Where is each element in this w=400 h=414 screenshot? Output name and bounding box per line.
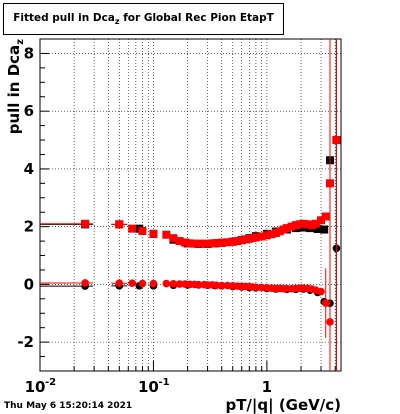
footer-timestamp: Thu May 6 15:20:14 2021 (4, 401, 133, 411)
data-point-circle (194, 280, 203, 289)
data-point-square (321, 212, 330, 221)
data-point-square (326, 179, 335, 188)
data-point-circle (175, 280, 184, 288)
data-point-square (175, 237, 184, 246)
x-axis-title: pT/|q| (GeV/c) (225, 396, 341, 414)
data-point-square (181, 238, 190, 247)
axis-ticks (39, 38, 336, 372)
y-tick-label: 4 (24, 160, 34, 178)
data-point-circle (162, 279, 171, 288)
x-tick-label: 1 (262, 378, 272, 396)
axis-frame (39, 38, 342, 372)
data-point-square (194, 239, 203, 248)
series-black-circle (40, 39, 341, 371)
data-point-square (203, 239, 212, 248)
grid (39, 39, 341, 371)
data-point-circle (81, 279, 89, 287)
y-tick-label: 0 (24, 275, 34, 293)
chart-title-rest: for Global Rec Pion EtapT (119, 12, 274, 24)
data-point-circle (317, 287, 325, 296)
x-tick-label: 10 (138, 378, 159, 396)
data-point-square (287, 222, 296, 231)
x-tick-label-exponent: -2 (45, 377, 56, 388)
data-point-square (311, 219, 320, 228)
data-point-square (81, 219, 90, 228)
data-point-circle (169, 280, 178, 288)
data-point-square (320, 225, 329, 234)
data-point-square (138, 226, 147, 235)
data-point-square (212, 239, 221, 248)
chart-title-subscript: z (114, 17, 120, 27)
data-point-square (233, 237, 242, 246)
y-tick-label: 6 (24, 102, 34, 120)
chart-title: Fitted pull in Dcaz for Global Rec Pion … (3, 3, 284, 35)
x-tick-label: 10 (25, 378, 46, 396)
data-point-square (228, 237, 237, 246)
data-point-square (217, 238, 226, 247)
chart-title-main: Fitted pull in Dca (13, 12, 115, 24)
data-point-square (128, 224, 137, 233)
data-point-square (162, 230, 171, 239)
data-point-square (115, 220, 124, 229)
data-point-square (190, 239, 199, 248)
data-point-square (208, 239, 217, 248)
series-red-square (40, 39, 341, 371)
plot-frame (39, 38, 342, 372)
y-tick-label: -2 (17, 333, 34, 351)
y-axis-title-main: pull in Dca (5, 45, 23, 134)
data-point-circle (149, 279, 158, 288)
data-point-circle (128, 279, 137, 288)
data-point-circle (321, 299, 330, 307)
data-point-square (299, 219, 308, 228)
data-point-circle (252, 283, 260, 292)
data-point-square (223, 238, 232, 247)
data-point-circle (138, 279, 147, 288)
data-point-square (267, 230, 276, 239)
data-point-square (303, 220, 312, 229)
data-point-square (282, 224, 291, 233)
data-point-square (317, 216, 326, 225)
data-point-circle (115, 279, 124, 288)
data-point-circle (217, 281, 226, 290)
series-black-square (40, 39, 341, 371)
y-tick-label: 2 (24, 218, 34, 236)
data-point-square (332, 136, 341, 145)
data-point-square (186, 239, 195, 248)
data-points (40, 39, 341, 371)
series-red-circle (40, 39, 334, 371)
data-point-square (313, 224, 322, 233)
data-point-circle (326, 318, 334, 326)
x-tick-label-exponent: -1 (158, 377, 169, 388)
data-point-square (262, 231, 271, 240)
y-axis-title-subscript: z (15, 39, 26, 45)
data-point-square (257, 232, 266, 241)
data-point-square (169, 234, 178, 243)
data-point-square (149, 229, 158, 238)
y-tick-label: 8 (24, 44, 34, 62)
data-point-square (251, 233, 260, 242)
y-axis-title: pull in Dcaz (5, 39, 26, 134)
